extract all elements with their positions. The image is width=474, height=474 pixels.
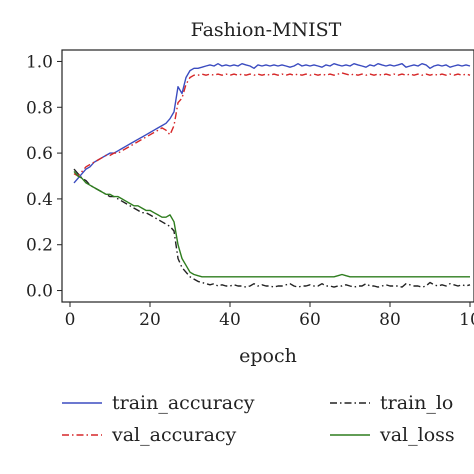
y-tick-label: 1.0 [26, 52, 53, 72]
y-tick-label: 0.8 [26, 98, 53, 118]
legend-label-val_accuracy: val_accuracy [111, 424, 237, 446]
legend-label-val_loss: val_loss [379, 424, 455, 446]
x-axis-label: epoch [239, 345, 297, 367]
chart-title: Fashion-MNIST [191, 19, 342, 41]
y-tick-label: 0.6 [26, 144, 53, 164]
x-tick-label: 20 [139, 310, 161, 330]
axes: 0 20 40 60 80 10 0.0 0.2 0.4 0.6 0.8 1.0 [26, 52, 474, 330]
series-lines [73, 63, 471, 288]
x-tick-label: 80 [379, 310, 401, 330]
series-line-train_accuracy [73, 63, 471, 184]
series-line-val_accuracy [73, 72, 471, 177]
x-tick-label: 10 [459, 310, 474, 330]
series-line-train_lo [73, 168, 471, 288]
legend: train_accuracy val_accuracy train_lo val_lo… [62, 392, 455, 446]
legend-label-train_accuracy: train_accuracy [112, 392, 255, 414]
y-tick-label: 0.4 [26, 190, 53, 210]
legend-label-train_lo: train_lo [380, 392, 453, 414]
x-tick-label: 0 [65, 310, 76, 330]
plot-area [61, 49, 474, 303]
series-line-val_loss [73, 170, 470, 278]
y-tick-label: 0.0 [26, 282, 53, 302]
y-tick-label: 0.2 [26, 236, 53, 256]
x-tick-label: 40 [219, 310, 241, 330]
plot-frame [61, 49, 474, 303]
x-tick-label: 60 [299, 310, 321, 330]
